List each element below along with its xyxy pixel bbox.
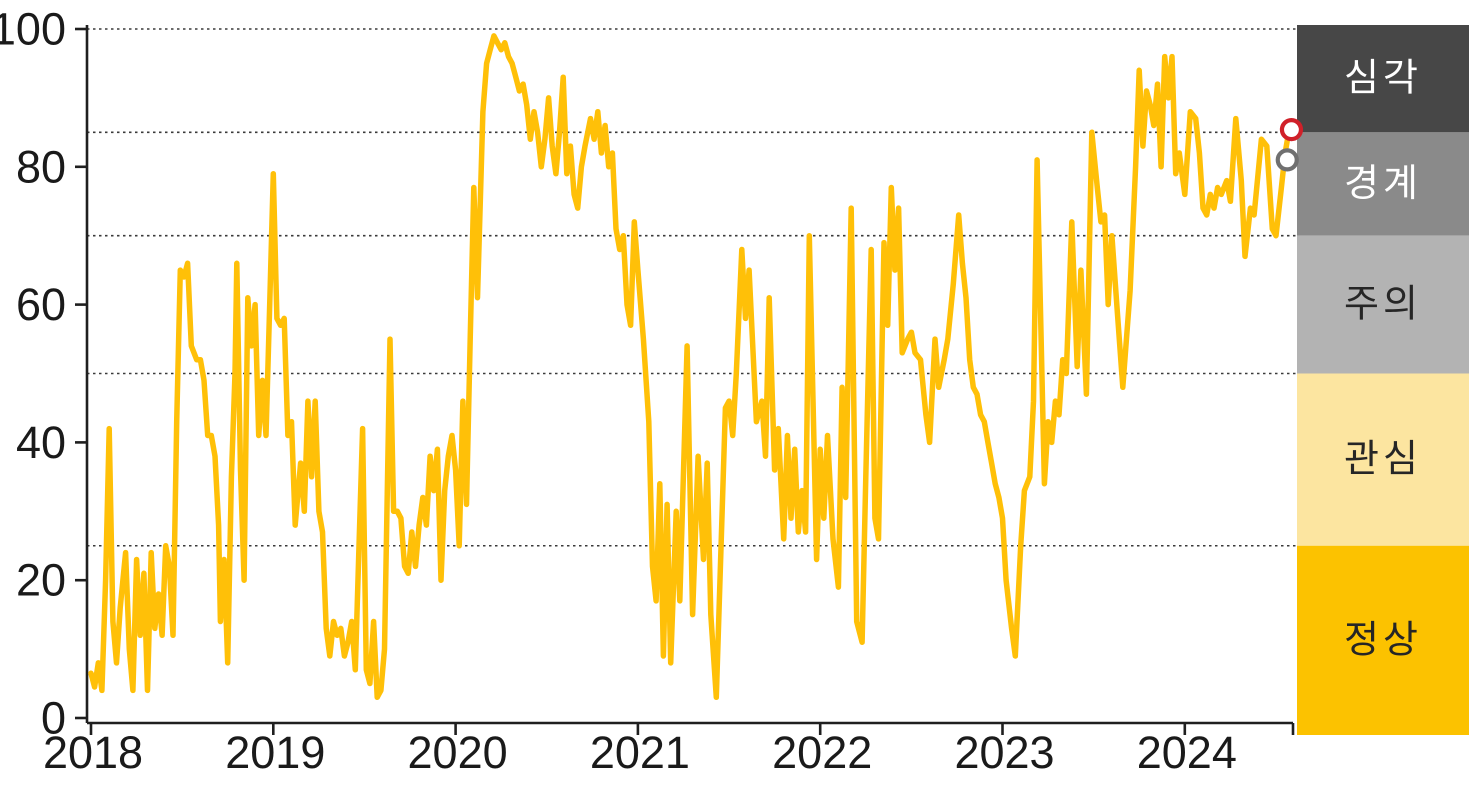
zone-severe [1297,25,1469,133]
x-tick-label-2024: 2024 [1137,727,1237,778]
y-tick-label-100: 100 [0,4,66,55]
y-tick-label-80: 80 [16,141,66,192]
zone-interest [1297,373,1469,546]
zone-label-caution: 주의 [1344,284,1422,326]
x-tick-label-2022: 2022 [772,727,872,778]
marker-red-ring [1279,117,1304,142]
index-series-line [88,33,1292,701]
x-tick-label-2019: 2019 [225,727,325,778]
zone-label-normal: 정상 [1344,619,1422,661]
y-tick-label-40: 40 [16,417,66,468]
zone-warning [1297,132,1469,236]
x-tick-label-2023: 2023 [954,727,1054,778]
x-tick-label-2021: 2021 [590,727,690,778]
x-tick-label-2020: 2020 [408,727,508,778]
zone-label-warning: 경계 [1344,163,1422,205]
zone-normal [1297,545,1469,735]
y-tick-label-0: 0 [41,693,66,744]
y-tick-label-60: 60 [16,279,66,330]
zone-label-severe: 심각 [1344,58,1422,100]
zone-label-interest: 관심 [1344,439,1422,481]
marker-gray-ring [1275,148,1299,172]
x-tick-label-2018: 2018 [43,727,143,778]
zone-caution [1297,235,1469,374]
y-tick-label-20: 20 [16,555,66,606]
